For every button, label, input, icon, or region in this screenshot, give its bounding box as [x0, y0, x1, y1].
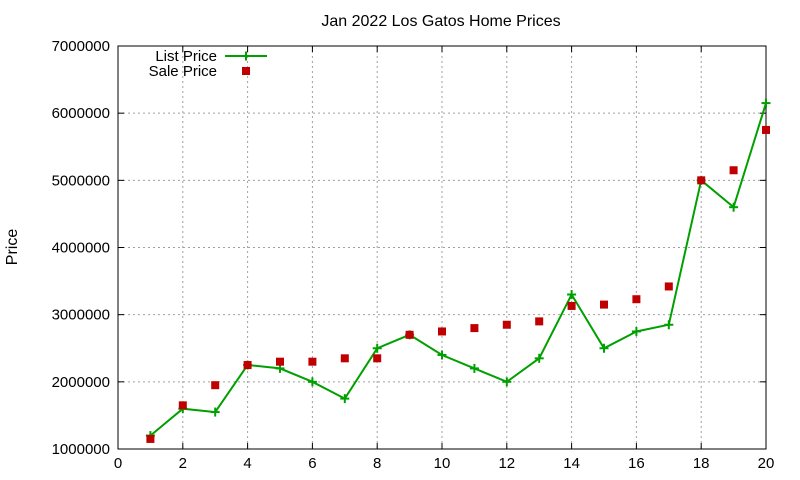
sale-price-point [664, 282, 673, 291]
sale-price-point [600, 300, 608, 309]
x-tick-label: 12 [498, 455, 515, 472]
x-tick-label: 4 [243, 455, 251, 472]
grid-lines [118, 46, 766, 449]
sale-price-point [211, 381, 220, 390]
sale-price-point [567, 301, 576, 310]
list-price-point [567, 290, 577, 300]
sale-price-point [243, 361, 252, 370]
list-price-point [307, 377, 317, 387]
sale-price-point [146, 434, 155, 443]
chart-title: Jan 2022 Los Gatos Home Prices [321, 13, 560, 30]
y-tick-label: 6000000 [52, 105, 110, 122]
legend-label-list-price: List Price [155, 48, 217, 65]
x-tick-label: 18 [693, 455, 710, 472]
plot-frame [117, 45, 767, 450]
x-tick-label: 16 [628, 455, 645, 472]
legend-label-sale-price: Sale Price [149, 63, 217, 80]
y-tick-label: 7000000 [52, 38, 110, 55]
x-tick-label: 10 [434, 455, 451, 472]
list-price-point [210, 407, 220, 417]
y-axis-label: Price [4, 229, 21, 266]
list-price-point [437, 350, 447, 360]
x-tick-label: 8 [373, 455, 381, 472]
sale-price-point [502, 320, 511, 329]
sale-price-point [405, 330, 414, 339]
sale-price-point [178, 401, 187, 410]
x-tick-label: 0 [114, 455, 122, 472]
list-price-point [502, 377, 512, 387]
list-price-point [664, 320, 674, 330]
y-tick-label: 5000000 [52, 172, 110, 189]
x-tick-label: 6 [308, 455, 316, 472]
list-price-point [631, 326, 641, 336]
sale-price-point [697, 176, 706, 185]
sale-price-point [308, 357, 317, 366]
list-price-point [729, 202, 739, 212]
list-price-line [149, 102, 767, 437]
sale-price-point [340, 354, 349, 363]
x-tick-label: 2 [179, 455, 187, 472]
sale-price-point [762, 125, 770, 134]
sale-price-point [632, 295, 641, 304]
axis-ticks: 0 2 4 6 8 10 12 14 16 18 20 1000000 2000000 3000000 40… [52, 38, 775, 472]
sale-price-point [438, 327, 446, 336]
sale-price-point [373, 354, 382, 363]
y-tick-label: 4000000 [52, 240, 110, 257]
legend-sale-price-marker [242, 67, 250, 75]
sale-price-point [470, 324, 479, 333]
x-tick-label: 20 [758, 455, 775, 472]
y-tick-label: 2000000 [52, 374, 110, 391]
list-price-point [340, 394, 350, 404]
list-price-point [761, 98, 771, 108]
list-price-point [534, 353, 544, 363]
list-price-point [599, 343, 609, 353]
x-tick-label: 14 [563, 455, 580, 472]
series-layer [145, 98, 771, 443]
list-price-point [372, 343, 382, 353]
sale-price-point [535, 317, 544, 326]
sale-price-point [729, 166, 738, 175]
list-price-point [469, 363, 479, 373]
y-tick-label: 1000000 [52, 441, 110, 458]
y-tick-label: 3000000 [52, 307, 110, 324]
sale-price-point [276, 357, 284, 366]
